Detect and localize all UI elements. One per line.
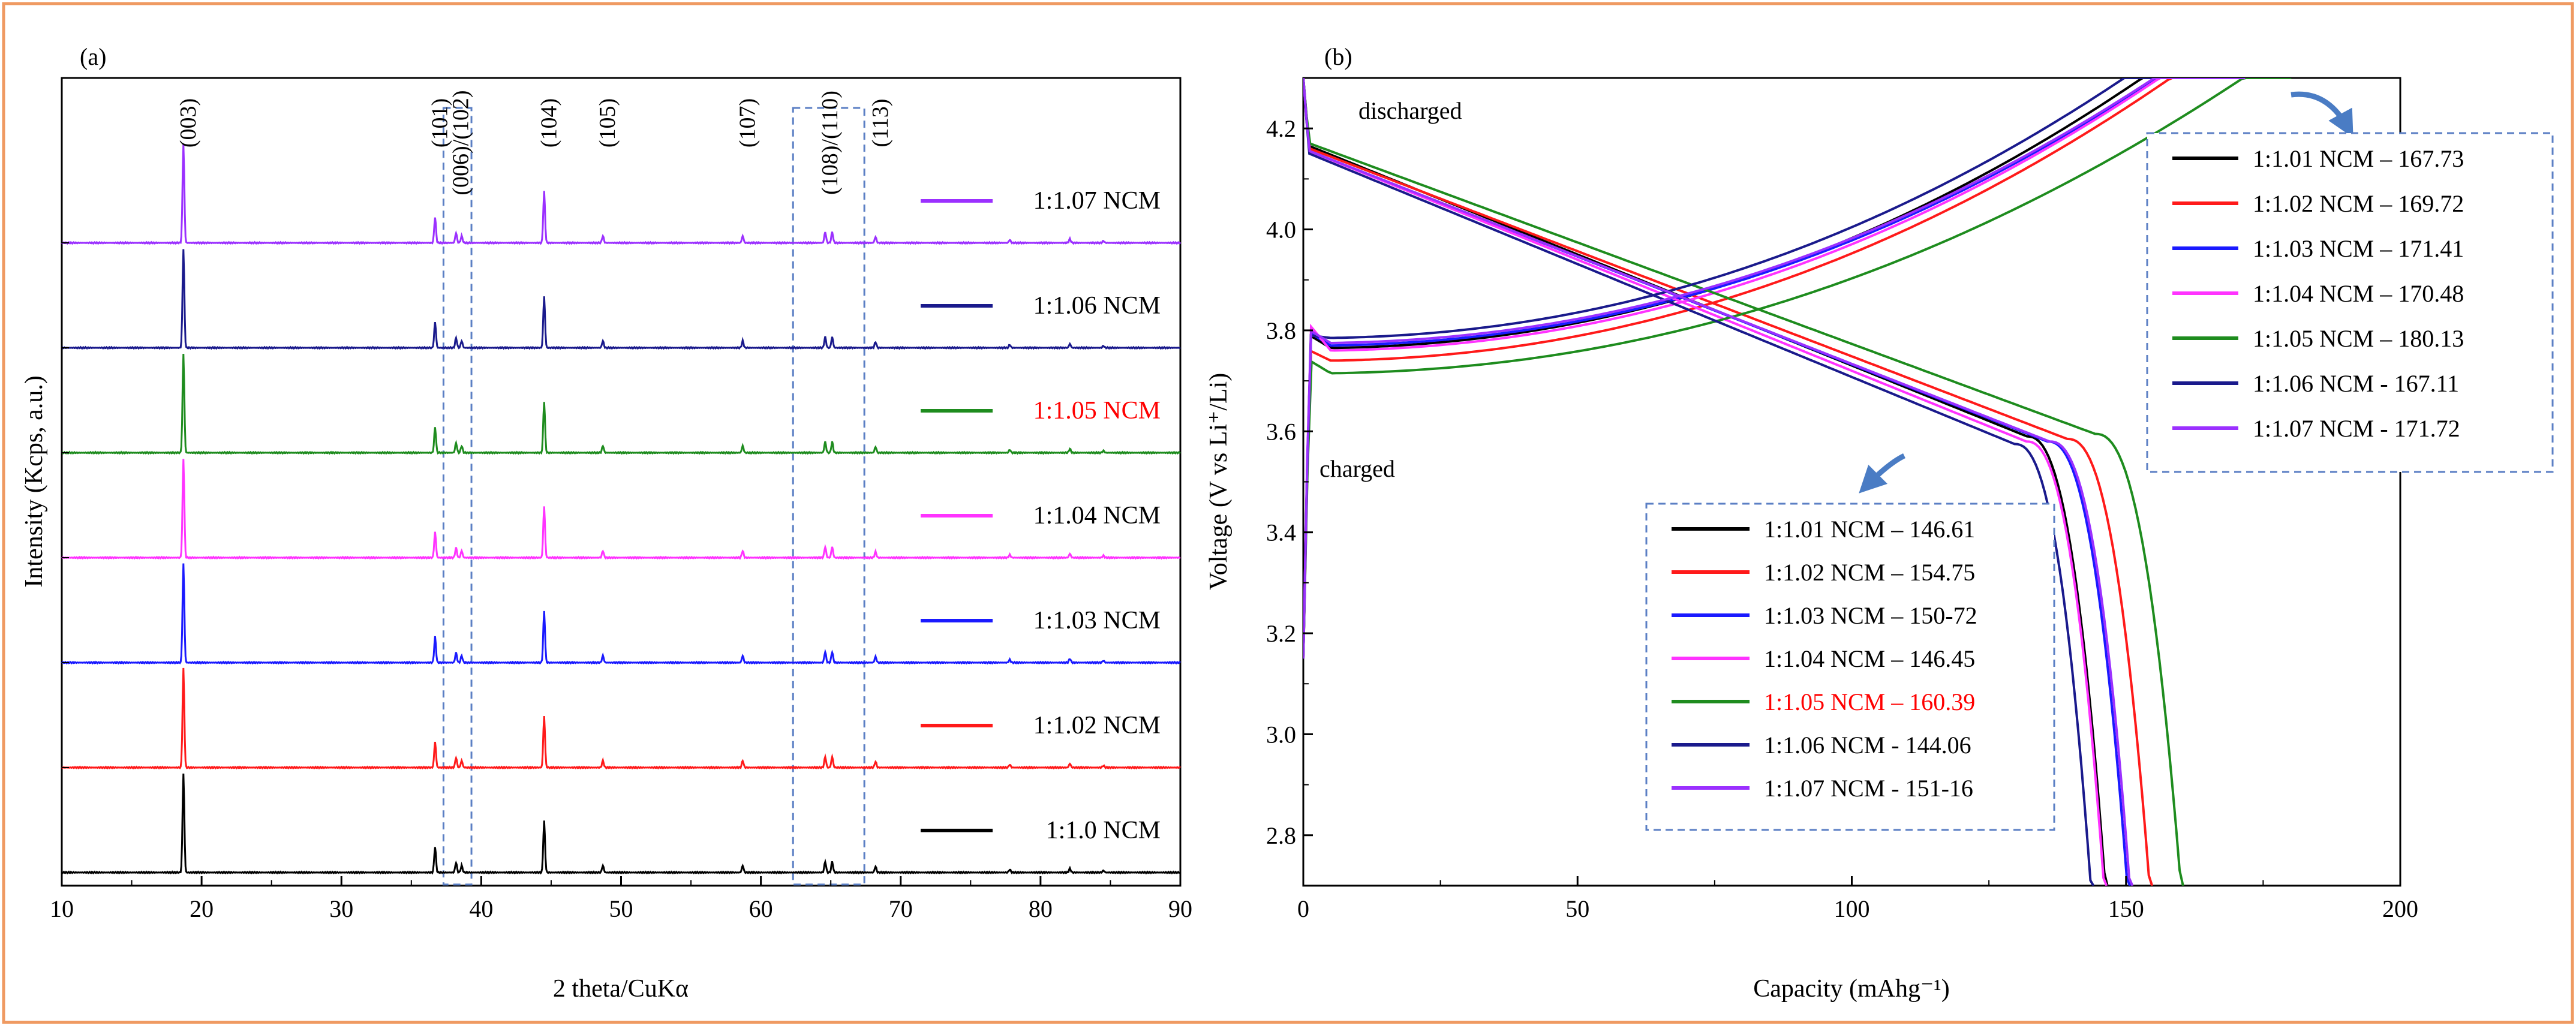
x-tick-label: 90 — [1168, 895, 1192, 922]
x-tick-label: 150 — [2108, 895, 2144, 922]
y-tick-label: 3.4 — [1266, 519, 1296, 546]
legend-label: 1:1.04 NCM – 170.48 — [2253, 280, 2464, 307]
legend-label: 1:1.07 NCM - 171.72 — [2253, 415, 2460, 442]
discharge-legend-arrow — [1859, 453, 1906, 494]
charged-annotation: charged — [1319, 455, 1395, 482]
peak-index-label: (105) — [595, 98, 620, 148]
panel-b-label: (b) — [1324, 43, 1352, 70]
x-tick-label: 60 — [749, 895, 773, 922]
panel-a-frame — [61, 77, 1182, 887]
legend-label: 1:1.0 NCM — [1046, 817, 1161, 844]
peak-index-label: (113) — [868, 99, 893, 148]
x-tick-label: 30 — [329, 895, 353, 922]
discharge-curve — [1303, 78, 2184, 886]
legend-label: 1:1.05 NCM – 160.39 — [1764, 688, 1975, 715]
peak-index-label: (003) — [176, 98, 201, 148]
legend-label: 1:1.04 NCM — [1033, 502, 1161, 529]
charge-curve — [1303, 78, 2244, 659]
legend-pointer-arrows — [1859, 91, 2353, 494]
x-tick-label: 80 — [1029, 895, 1053, 922]
legend-label: 1:1.06 NCM - 144.06 — [1764, 732, 1971, 759]
legend-label: 1:1.02 NCM – 154.75 — [1764, 559, 1975, 586]
discharge-curve — [1303, 78, 2095, 886]
y-tick-label: 3.2 — [1266, 620, 1296, 647]
x-tick-label: 0 — [1297, 895, 1309, 922]
legend-label: 1:1.05 NCM — [1033, 397, 1161, 425]
panel-a-label: (a) — [80, 43, 106, 70]
xrd-series-line — [61, 144, 1182, 245]
y-tick-label: 4.2 — [1266, 115, 1296, 142]
charge-curve — [1303, 78, 2292, 659]
y-tick-label: 2.8 — [1266, 822, 1296, 849]
x-tick-label: 70 — [889, 895, 913, 922]
discharged-annotation: discharged — [1358, 97, 1462, 124]
peak-highlight-box — [442, 107, 473, 886]
charge-curve — [1303, 78, 2246, 659]
xrd-series-line — [62, 354, 1181, 455]
legend-label: 1:1.03 NCM – 171.41 — [2253, 235, 2464, 262]
discharge-curve — [1303, 78, 2154, 886]
legend-label: 1:1.05 NCM – 180.13 — [2253, 325, 2464, 352]
xrd-series-line — [61, 563, 1181, 665]
y-tick-label: 3.6 — [1266, 418, 1296, 445]
panel-a-y-axis-label: Intensity (Kcps, a.u.) — [20, 375, 48, 587]
discharge-curve — [1303, 78, 2134, 886]
x-tick-label: 200 — [2382, 895, 2418, 922]
panel-b-x-axis-label: Capacity (mAhg⁻¹) — [1753, 975, 1950, 1003]
x-tick-label: 50 — [609, 895, 633, 922]
x-tick-label: 20 — [190, 895, 214, 922]
legend-label: 1:1.03 NCM — [1033, 607, 1161, 634]
xrd-series-line — [61, 774, 1182, 875]
y-tick-label: 3.0 — [1266, 721, 1296, 748]
legend-label: 1:1.04 NCM – 146.45 — [1764, 645, 1975, 672]
xrd-series-line — [61, 667, 1181, 770]
legend-label: 1:1.01 NCM – 167.73 — [2253, 145, 2464, 172]
charge-curve — [1303, 78, 2238, 659]
peak-index-label: (108)/(110) — [817, 91, 843, 195]
legend-box — [1645, 503, 2055, 831]
legend-label: 1:1.01 NCM – 146.61 — [1764, 516, 1975, 543]
y-tick-label: 4.0 — [1266, 216, 1296, 243]
panel-a-x-axis-label: 2 theta/CuKα — [553, 975, 689, 1003]
legend-label: 1:1.07 NCM — [1033, 187, 1161, 215]
peak-index-label: (107) — [735, 98, 760, 148]
y-tick-label: 3.8 — [1266, 317, 1296, 344]
legend-label: 1:1.07 NCM - 151-16 — [1764, 775, 1973, 802]
peak-highlight-box — [792, 107, 865, 886]
legend-label: 1:1.06 NCM — [1033, 292, 1161, 320]
x-tick-label: 40 — [469, 895, 493, 922]
legend-label: 1:1.02 NCM — [1033, 712, 1161, 739]
legend-label: 1:1.02 NCM – 169.72 — [2253, 190, 2464, 217]
peak-index-label: (104) — [536, 98, 561, 148]
panel-b-charge-discharge: (b) Capacity (mAhg⁻¹) Voltage (V vs Li⁺/… — [1205, 43, 2554, 1003]
legend-label: 1:1.06 NCM - 167.11 — [2253, 370, 2459, 397]
xrd-series-line — [61, 459, 1181, 560]
discharge-curve — [1303, 78, 2108, 886]
peak-index-label: (006)/(102) — [448, 90, 473, 195]
charge-curve — [1303, 78, 2235, 659]
x-tick-label: 100 — [1834, 895, 1870, 922]
xrd-series-line — [61, 249, 1181, 350]
charge-legend-arrow — [2291, 91, 2353, 138]
legend-label: 1:1.03 NCM – 150-72 — [1764, 602, 1977, 629]
x-tick-label: 10 — [50, 895, 74, 922]
panel-a-xrd: (a) 2 theta/CuKα Intensity (Kcps, a.u.) … — [20, 43, 1192, 1003]
legend-box — [2146, 132, 2554, 473]
panel-b-y-axis-label: Voltage (V vs Li⁺/Li) — [1205, 373, 1233, 590]
peak-index-label: (101) — [427, 98, 452, 148]
x-tick-label: 50 — [1565, 895, 1589, 922]
charge-curve — [1303, 78, 2220, 659]
